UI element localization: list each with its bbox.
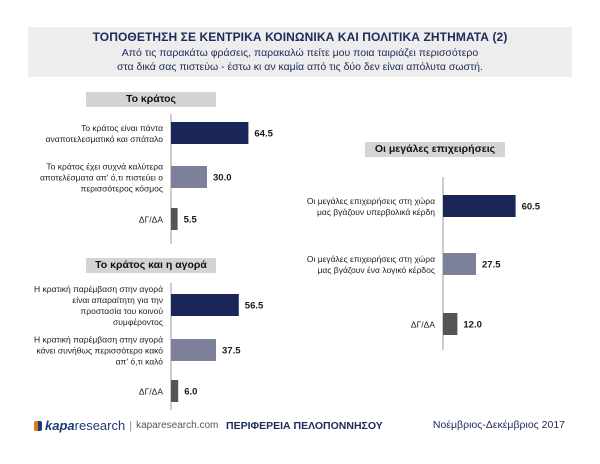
chart-2-category-label-1: Η κρατική παρέμβαση στην αγορά [34,284,163,294]
chart-1-category-label-3: ΔΓ/ΔΑ [139,215,163,225]
chart-3-value-label-3: 12.0 [463,320,482,331]
chart-1-category-label-1: Το κράτος είναι πάντα [81,123,163,133]
chart-3-title: Οι μεγάλες επιχειρήσεις [365,142,505,157]
chart-3-category-label-1: μας βγάζουν υπερβολικά κέρδη [317,207,435,217]
chart-3-bar-3 [443,313,458,335]
page-subtitle-line1: Από τις παρακάτω φράσεις, παρακαλώ πείτε… [121,47,479,59]
chart-2-bar-3 [171,380,179,402]
chart-1-bar-3 [171,208,178,230]
chart-2-category-label-1: συμφέροντος [113,317,163,327]
chart-1-value-label-3: 5.5 [184,215,198,226]
brand-separator: | [129,419,133,432]
chart-1-category-label-2: Το κράτος έχει συχνά καλύτερα [46,162,163,172]
chart-3-category-label-1: Οι μεγάλες επιχειρήσεις στη χώρα [307,196,435,206]
chart-3-value-label-2: 27.5 [482,260,501,271]
chart-2-category-label-2: απ' ό,τι καλό [116,357,164,367]
chart-2-category-label-2: Η κρατική παρέμβαση στην αγορά [34,335,163,345]
chart-2-value-label-3: 6.0 [184,387,197,398]
chart-2-category-label-1: προστασία του κοινού [80,306,163,316]
chart-3-category-label-3: ΔΓ/ΔΑ [411,320,435,330]
chart-2-category-label-3: ΔΓ/ΔΑ [139,387,163,397]
brand-url: kaparesearch.com [136,420,219,431]
chart-3-bar-1 [443,195,516,217]
chart-2-category-label-1: είναι απαραίτητη για την [72,295,163,305]
chart-2-bar-2 [171,339,216,361]
chart-2-value-label-1: 56.5 [245,301,264,312]
footer-region: ΠΕΡΙΦΕΡΕΙΑ ΠΕΛΟΠΟΝΝΗΣΟΥ [226,420,383,432]
brand-kapa: kapa [45,418,75,433]
footer-date: Νοέμβριος-Δεκέμβριος 2017 [432,419,565,431]
chart-2-value-label-2: 37.5 [222,346,241,357]
chart-2-bar-1 [171,294,239,316]
page-title: ΤΟΠΟΘΕΤΗΣΗ ΣΕ ΚΕΝΤΡΙΚΑ ΚΟΙΝΩΝΙΚΑ ΚΑΙ ΠΟΛ… [92,30,508,44]
chart-1-category-label-1: αναποτελεσματικό και σπάταλο [46,134,164,144]
chart-2-title: Το κράτος και η αγορά [86,258,216,273]
brand-research: research [74,418,126,433]
page-subtitle-line2: στα δικά σας πιστεύω - έστω κι αν καμία … [117,61,483,73]
chart-3-value-label-1: 60.5 [522,202,541,213]
chart-1-bar-1 [171,122,249,144]
chart-3-bar-2 [443,253,476,275]
chart-2-category-label-2: κάνει συνήθως περισσότερο κακό [36,346,163,356]
chart-1-value-label-1: 64.5 [254,129,273,140]
chart-3-category-label-2: Οι μεγάλες επιχειρήσεις στη χώρα [307,254,435,264]
header-panel [28,27,572,77]
chart-1-category-label-2: περισσότερος κόσμος [81,184,164,194]
chart-3-category-label-2: μας βγάζουν ένα λογικό κέρδος [318,265,435,275]
chart-1-value-label-2: 30.0 [213,173,232,184]
kapa-logo-icon [34,419,43,433]
brand-logo: kapa research | kaparesearch.com [34,418,218,433]
chart-1-category-label-2: αποτελέσματα απ' ό,τι πιστεύει ο [40,173,163,183]
chart-1-bar-2 [171,166,207,188]
chart-1-title: Το κράτος [86,92,216,107]
